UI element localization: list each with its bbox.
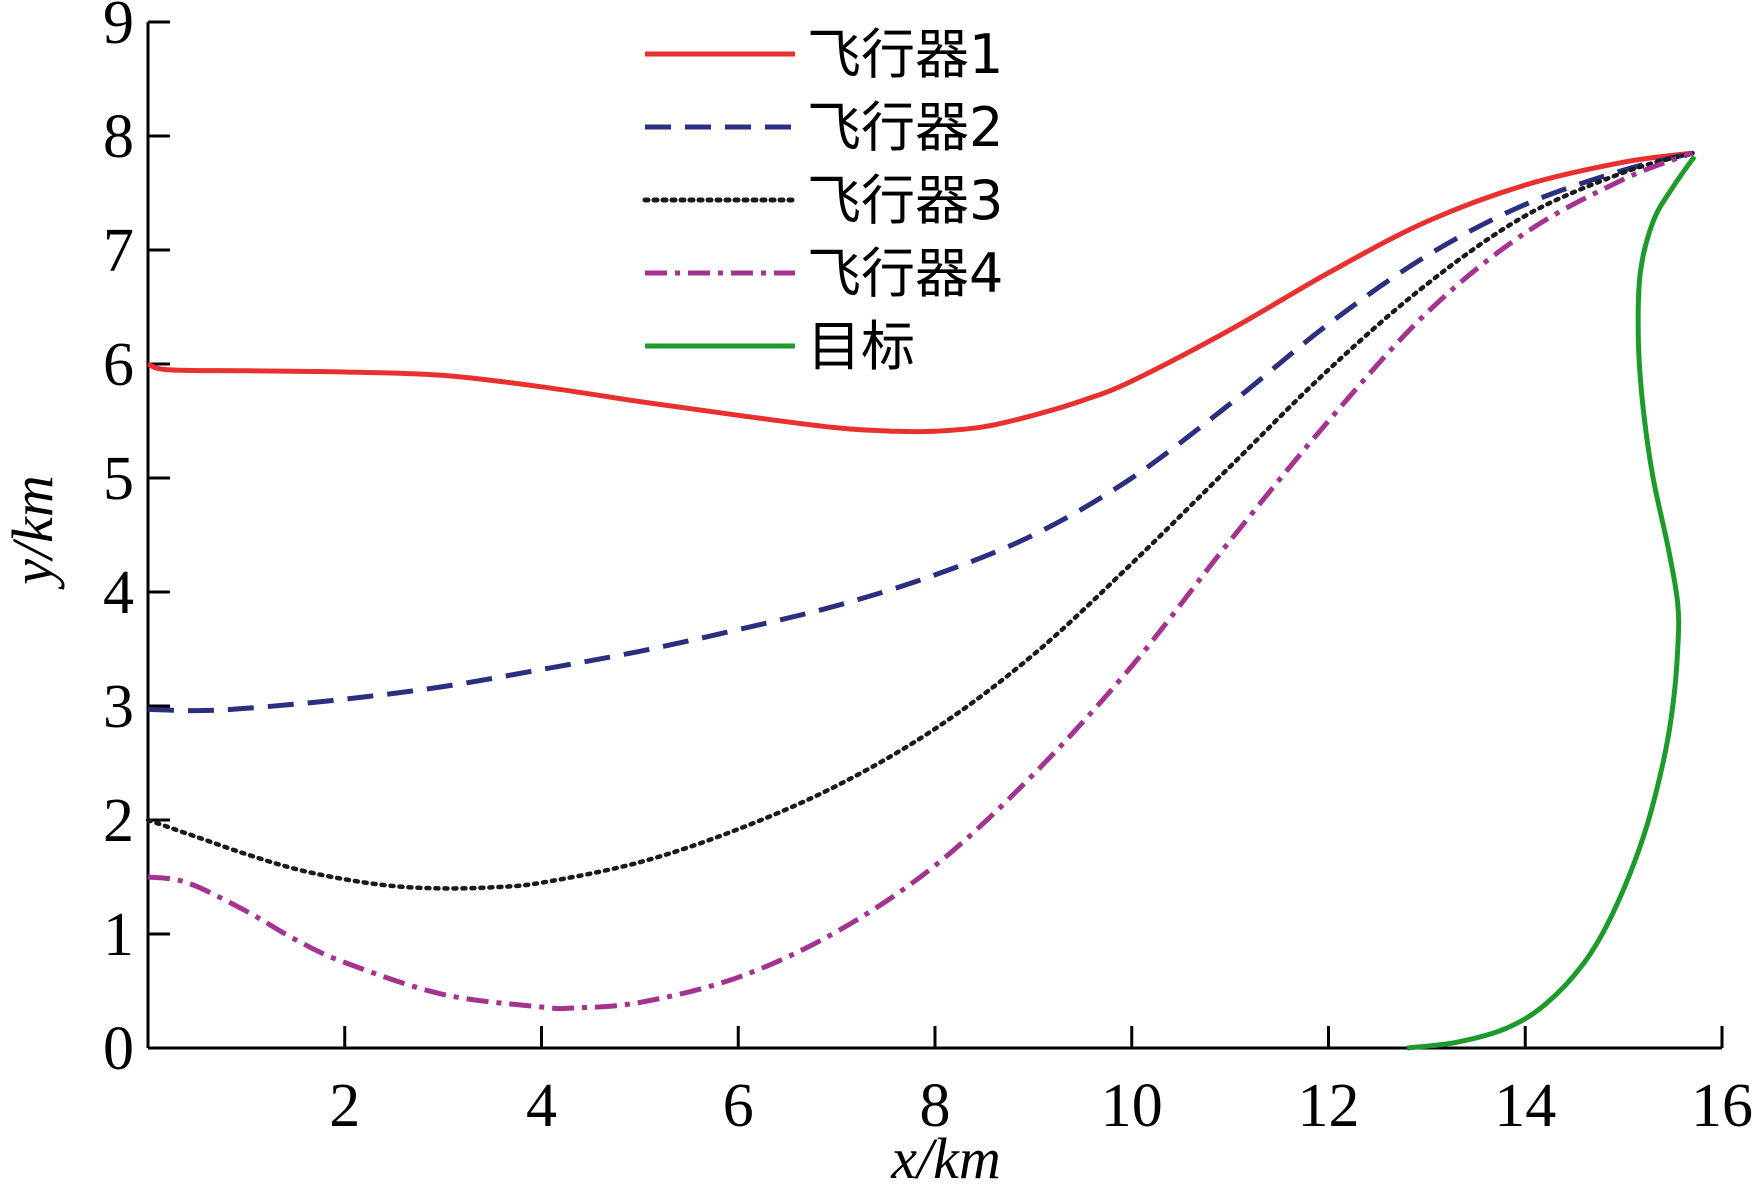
series-line-5 <box>1406 155 1697 1051</box>
y-tick-label: 9 <box>103 0 134 57</box>
series-lines <box>145 150 1697 1051</box>
legend-label-1: 飞行器1 <box>807 23 1003 86</box>
x-tick-label: 12 <box>1298 1072 1360 1140</box>
series-line-2 <box>147 150 1694 714</box>
x-tick-label: 14 <box>1494 1072 1556 1140</box>
legend-label-3: 飞行器3 <box>807 169 1003 232</box>
x-tick-label: 10 <box>1101 1072 1163 1140</box>
y-tick-label: 2 <box>103 787 134 855</box>
y-tick-label: 1 <box>103 901 134 969</box>
x-tick-label: 6 <box>723 1072 754 1140</box>
y-tick-label: 4 <box>103 559 134 627</box>
legend-label-4: 飞行器4 <box>807 242 1003 305</box>
y-tick-label: 3 <box>103 673 134 741</box>
x-tick-label: 8 <box>920 1072 951 1140</box>
y-axis-title: y/km <box>0 475 65 590</box>
legend-label-2: 飞行器2 <box>807 96 1003 159</box>
x-axis-title: x/km <box>890 1126 1001 1183</box>
x-tick-label: 4 <box>526 1072 557 1140</box>
y-tick-label: 8 <box>103 103 134 171</box>
y-tick-label: 5 <box>103 445 134 513</box>
series-line-4 <box>147 150 1694 1012</box>
legend-label-5: 目标 <box>807 315 915 378</box>
x-tick-label: 2 <box>329 1072 360 1140</box>
x-tick-label: 16 <box>1691 1072 1753 1140</box>
y-tick-label: 7 <box>103 217 134 285</box>
legend: 飞行器1 飞行器2 飞行器3 飞行器4 目标 <box>642 23 1003 378</box>
series-line-3 <box>145 150 1695 891</box>
series-line-1 <box>147 150 1693 435</box>
y-tick-label: 0 <box>103 1015 134 1083</box>
y-tick-label: 6 <box>103 331 134 399</box>
